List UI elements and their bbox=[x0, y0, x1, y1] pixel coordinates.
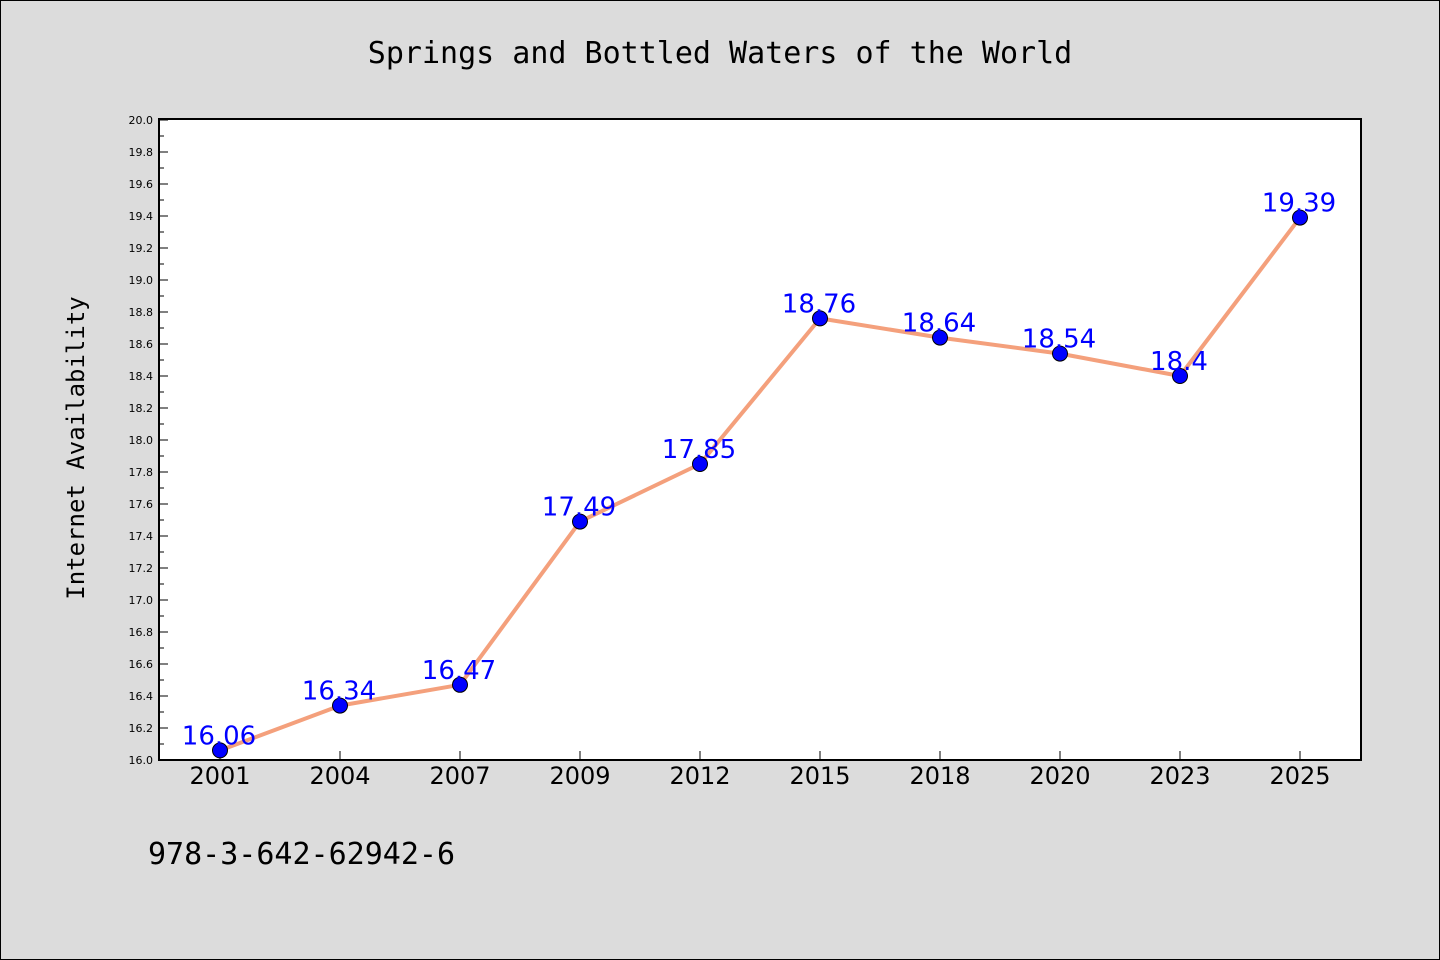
data-label: 18.4 bbox=[1150, 347, 1208, 377]
y-tick-label: 16.8 bbox=[129, 626, 154, 639]
y-axis: 16.0 16.2 16.4 16.6 16.8 17.0 17.2 17.4 17.6 17.8… bbox=[129, 114, 168, 767]
data-point bbox=[212, 742, 228, 759]
y-tick-label: 16.6 bbox=[129, 658, 154, 671]
data-label: 16.34 bbox=[302, 677, 376, 707]
data-label: 18.64 bbox=[902, 309, 976, 339]
y-tick-label: 17.8 bbox=[129, 466, 154, 479]
y-axis-label: Internet Availability bbox=[62, 296, 90, 599]
data-point bbox=[1292, 209, 1308, 226]
data-point bbox=[692, 456, 708, 472]
chart-title: Springs and Bottled Waters of the World bbox=[368, 36, 1072, 71]
y-tick-label: 17.6 bbox=[129, 498, 154, 511]
y-tick-label: 18.8 bbox=[129, 306, 154, 319]
data-point bbox=[932, 329, 948, 346]
data-point bbox=[572, 513, 588, 530]
x-tick-label: 2001 bbox=[189, 762, 250, 790]
y-tick-label: 17.4 bbox=[129, 530, 154, 543]
series-line bbox=[219, 216, 1302, 753]
y-tick-label: 19.4 bbox=[129, 210, 154, 223]
data-label: 19.39 bbox=[1262, 189, 1336, 219]
y-tick-label: 19.8 bbox=[129, 146, 154, 159]
y-tick-label: 17.0 bbox=[129, 594, 154, 607]
data-labels: 16.06 16.34 16.47 17.49 17.85 18.76 18.64 18.54… bbox=[182, 189, 1336, 752]
x-tick-label: 2023 bbox=[1149, 762, 1210, 790]
y-tick-label: 18.6 bbox=[129, 338, 154, 351]
y-tick-label: 17.2 bbox=[129, 562, 154, 575]
y-tick-label: 19.0 bbox=[129, 274, 154, 287]
data-label: 18.76 bbox=[782, 289, 856, 319]
x-tick-label: 2009 bbox=[549, 762, 610, 790]
data-label: 18.54 bbox=[1022, 325, 1096, 355]
y-tick-label: 19.6 bbox=[129, 178, 154, 191]
data-point bbox=[812, 310, 828, 327]
data-point bbox=[452, 676, 468, 693]
data-label: 16.47 bbox=[422, 656, 496, 686]
data-label: 16.06 bbox=[182, 721, 256, 751]
x-tick-label: 2012 bbox=[669, 762, 730, 790]
y-tick-label: 18.2 bbox=[129, 402, 154, 415]
y-tick-label: 16.4 bbox=[129, 690, 154, 703]
y-tick-label: 19.2 bbox=[129, 242, 154, 255]
footer-code: 978-3-642-62942-6 bbox=[148, 837, 455, 872]
x-tick-label: 2015 bbox=[789, 762, 850, 790]
data-point bbox=[1052, 345, 1068, 362]
data-label: 17.49 bbox=[542, 493, 616, 523]
x-tick-label: 2018 bbox=[909, 762, 970, 790]
x-tick-label: 2025 bbox=[1269, 762, 1330, 790]
data-label: 17.85 bbox=[662, 435, 736, 465]
y-tick-label: 18.0 bbox=[129, 434, 154, 447]
x-tick-label: 2020 bbox=[1029, 762, 1090, 790]
y-tick-label: 20.0 bbox=[129, 114, 154, 127]
y-tick-label: 18.4 bbox=[129, 370, 154, 383]
data-point bbox=[332, 697, 348, 714]
x-axis: 2001 2004 2007 2009 2012 2015 2018 2020 2023 2025 bbox=[189, 751, 1331, 790]
series bbox=[212, 209, 1308, 759]
x-tick-label: 2004 bbox=[309, 762, 370, 790]
data-point bbox=[1172, 368, 1188, 384]
y-tick-label: 16.0 bbox=[129, 754, 154, 767]
plot-area bbox=[158, 118, 1362, 761]
y-tick-label: 16.2 bbox=[129, 722, 154, 735]
x-tick-label: 2007 bbox=[429, 762, 490, 790]
